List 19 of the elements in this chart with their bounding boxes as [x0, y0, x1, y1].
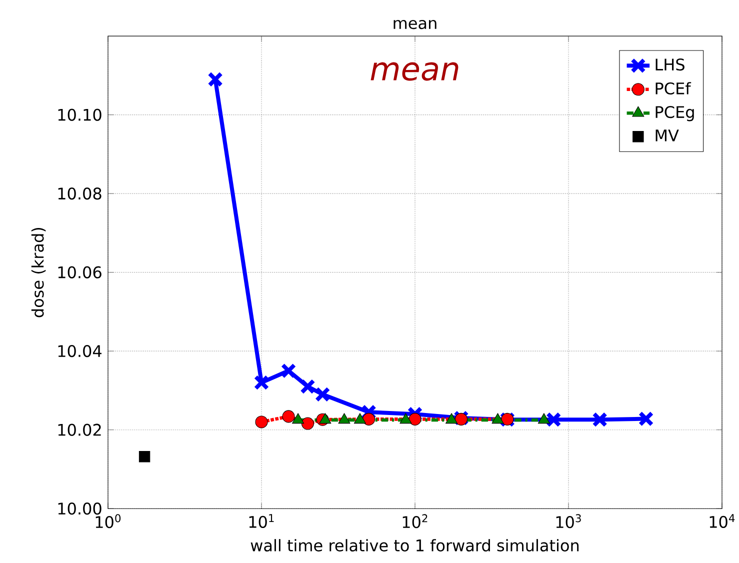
y-tick-label: 10.06 — [58, 266, 102, 278]
x-axis-title: wall time relative to 1 forward simulation — [250, 539, 579, 552]
x-tick-label: 10$^{3}$ — [556, 514, 581, 528]
y-tick-label: 10.08 — [58, 188, 102, 200]
x-tick-label: 10$^{4}$ — [710, 514, 735, 528]
x-tick-label: 10$^{1}$ — [249, 514, 274, 528]
annotation: mean — [370, 62, 458, 81]
x-tick-label: 10$^{0}$ — [96, 514, 121, 528]
y-tick-label: 10.04 — [58, 345, 102, 358]
legend-label: LHS — [656, 58, 684, 71]
legend-label: MV — [656, 130, 679, 142]
legend-label: PCEf — [656, 82, 692, 94]
y-axis-title: dose (krad) — [31, 228, 46, 318]
x-tick-label: 10$^{2}$ — [402, 514, 428, 528]
y-tick-label: 10.02 — [58, 424, 101, 436]
legend-label: PCEg — [656, 106, 694, 122]
y-tick-label: 10.00 — [58, 502, 102, 515]
y-tick-label: 10.10 — [58, 108, 102, 121]
chart-title: mean — [394, 20, 436, 30]
